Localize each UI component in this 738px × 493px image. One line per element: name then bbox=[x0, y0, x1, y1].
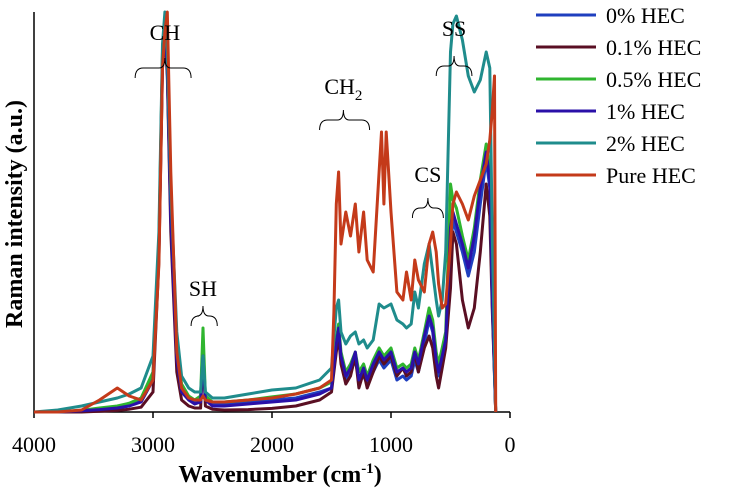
x-tick-label: 3000 bbox=[131, 432, 175, 457]
x-axis-title-end: ) bbox=[374, 462, 382, 488]
annotation-label-main: CH bbox=[150, 20, 181, 45]
annotation-label-main: CH bbox=[324, 74, 355, 99]
x-tick-label: 0 bbox=[505, 432, 516, 457]
annotation-brace bbox=[134, 57, 192, 79]
annotation-label-main: SS bbox=[442, 16, 466, 41]
series-line-2-hec bbox=[33, 10, 498, 414]
annotation-label-main: SH bbox=[189, 276, 217, 301]
legend-label: 0% HEC bbox=[606, 3, 685, 28]
legend-label: Pure HEC bbox=[606, 163, 696, 188]
legend-label: 0.5% HEC bbox=[606, 67, 701, 92]
legend: 0% HEC 0.1% HEC 0.5% HEC 1% HEC 2% HEC Pure H… bbox=[536, 3, 701, 188]
legend-label: 1% HEC bbox=[606, 99, 685, 124]
x-axis-title-sup: -1 bbox=[361, 461, 374, 477]
series-line-1-hec bbox=[34, 22, 498, 414]
x-tick-label: 4000 bbox=[12, 432, 56, 457]
annotation-label: CS bbox=[414, 162, 441, 187]
series-line-0-5-hec bbox=[34, 18, 498, 414]
legend-label: 0.1% HEC bbox=[606, 35, 701, 60]
legend-label: 2% HEC bbox=[606, 131, 685, 156]
x-axis-ticks: 4000 3000 2000 1000 0 bbox=[12, 412, 516, 457]
annotation-label-main: CS bbox=[414, 162, 441, 187]
annotation-label: CH2 bbox=[324, 74, 362, 104]
series-lines bbox=[33, 10, 498, 414]
x-tick-label: 1000 bbox=[369, 432, 413, 457]
annotation-label: SS bbox=[442, 16, 466, 41]
series-line-0-1-hec bbox=[34, 30, 498, 414]
x-axis-title: Wavenumber (cm-1) bbox=[178, 461, 381, 488]
annotation-brace bbox=[435, 55, 473, 77]
annotation-label: CH bbox=[150, 20, 181, 45]
annotation-brace bbox=[411, 197, 444, 219]
series-line-0-hec bbox=[34, 26, 498, 414]
y-axis-title: Raman intensity (a.u.) bbox=[2, 100, 28, 328]
annotation-label-sub: 2 bbox=[355, 88, 363, 104]
annotation-brace bbox=[319, 109, 371, 131]
series-line-pure-hec bbox=[34, 10, 498, 414]
annotation-label: SH bbox=[189, 276, 217, 301]
x-axis-title-main: Wavenumber (cm bbox=[178, 462, 361, 488]
x-tick-label: 2000 bbox=[250, 432, 294, 457]
annotation-brace bbox=[190, 305, 218, 327]
